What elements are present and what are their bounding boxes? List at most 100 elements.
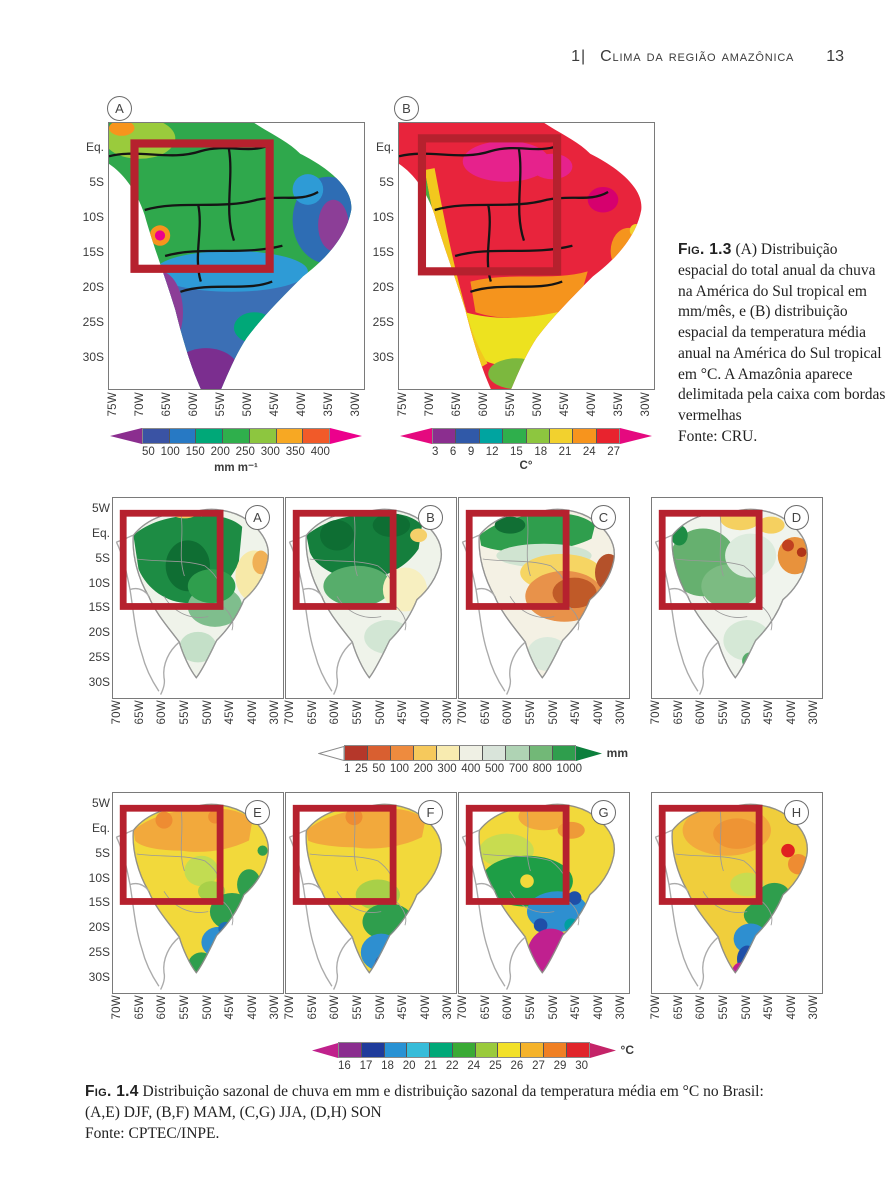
y-tick-label: 20S [372,280,394,294]
colorbar-segment [544,1043,567,1057]
rain-djf-svg [115,508,270,696]
temp-son-svg [654,803,809,991]
colorbar-segment [303,429,330,443]
fig14-caption-text: Distribuição sazonal de chuva em mm e di… [142,1083,764,1100]
colorbar-ticks: 3 6 9 12 15 18 21 24 27 [432,446,620,458]
x-tick-label: 60W [502,995,515,1020]
colorbar-tick: 150 [185,446,205,458]
fig14-caption: Fig. 1.4 Distribuição sazonal de chuva e… [85,1082,875,1144]
x-tick-label: 65W [451,392,464,417]
colorbar-tick: 400 [461,763,481,775]
x-tick-label: 65W [479,700,492,725]
colorbar-segment [498,1043,522,1057]
x-tick-label: 70W [457,995,469,1020]
colorbar-ticks: 50 100 150 200 250 300 350 400 [142,446,330,458]
x-tick-label: 65W [672,700,685,725]
colorbar-segments [344,745,576,761]
x-tick-label: 55W [717,995,730,1020]
x-tick-label: 70W [457,700,469,725]
colorbar-tick: 300 [437,763,457,775]
rain-jja-svg [461,508,616,696]
x-tick-label: 55W [351,700,364,725]
x-tick-label: 55W [717,700,730,725]
colorbar-tick: 18 [534,446,548,458]
x-tick-label: 40W [246,700,259,725]
y-tick-label: Eq. [91,820,110,835]
fig13-b-x-axis: 75W 70W 65W 60W 55W 50W 45W 40W 35W 30W [397,392,653,430]
colorbar-segment [521,1043,545,1057]
colorbar-segment [276,429,304,443]
x-tick-label: 65W [672,995,685,1020]
colorbar-segments [338,1042,590,1058]
colorbar-segment [552,746,575,760]
temp-jja-svg [461,803,616,991]
x-tick-label: 30W [269,995,282,1020]
colorbar-tick: 20 [402,1060,416,1072]
x-tick-label: 50W [374,995,387,1020]
fig14-celsius-colorbar: °C 16 17 18 20 21 22 24 25 26 27 29 30 [312,1042,634,1072]
colorbar-tick: 15 [510,446,523,458]
chapter-title: Clima da região amazônica [600,48,795,65]
fig14-a-x-axis: 70W 65W 60W 55W 50W 45W 40W 30W [111,700,282,736]
colorbar-segment [196,429,224,443]
colorbar-tick: 12 [485,446,499,458]
colorbar-unit: mm [606,746,628,760]
y-tick-label: 25S [372,315,394,329]
x-tick-label: 45W [570,995,583,1020]
colorbar-segment [452,1043,476,1057]
fig14-d-x-axis: 70W 65W 60W 55W 50W 45W 40W 30W [650,700,821,736]
y-tick-label: 5W [92,501,110,515]
x-tick-label: 40W [785,995,798,1020]
colorbar-tick: 18 [381,1060,394,1072]
x-tick-label: 30W [442,700,455,725]
fig14-source: Fonte: CPTEC/INPE. [85,1124,220,1142]
y-tick-label: 30S [372,350,394,364]
y-tick-label: 25S [88,945,110,960]
fig14-panel-g-badge: G [591,800,616,825]
x-tick-label: 50W [532,392,545,417]
x-tick-label: 55W [178,700,191,725]
colorbar-tick: 21 [558,446,572,458]
y-tick-label: 25S [82,315,104,329]
y-tick-label: 5S [89,175,104,189]
colorbar-segment [223,429,250,443]
fig14-panel-d-badge: D [784,505,809,530]
x-tick-label: 70W [111,995,123,1020]
x-tick-label: 60W [156,995,169,1020]
x-tick-label: 40W [592,700,605,725]
x-tick-label: 60W [478,392,491,417]
x-tick-label: 75W [107,392,119,417]
colorbar-tick: 9 [467,446,475,458]
amazon-box [119,509,224,610]
x-tick-label: 60W [329,995,342,1020]
fig13-a-y-axis: Eq. 5S 10S 15S 20S 25S 30S [64,122,104,388]
colorbar-segment [526,429,550,443]
fig13-source: Fonte: CRU. [678,427,758,445]
colorbar-right-arrow [589,1042,616,1058]
x-tick-label: 70W [424,392,437,417]
x-tick-label: 30W [269,700,282,725]
colorbar-tick: 27 [607,446,620,458]
y-tick-label: 20S [88,920,110,935]
y-tick-label: 15S [82,245,104,259]
x-tick-label: 70W [650,700,662,725]
colorbar-tick: 200 [413,763,433,775]
colorbar-segment [361,1043,385,1057]
y-tick-label: 15S [372,245,394,259]
precipitation-map-svg [109,123,352,389]
colorbar-segment [407,1043,431,1057]
colorbar-tick: 22 [445,1060,459,1072]
y-tick-label: 10S [88,575,110,590]
fig14-map-rain-djf [112,497,284,699]
x-tick-label: 70W [284,700,296,725]
x-tick-label: 65W [479,995,492,1020]
y-tick-label: Eq. [85,140,104,154]
x-tick-label: 45W [559,392,572,417]
colorbar-segment [143,429,170,443]
colorbar-segment [503,429,527,443]
fig14-panel-a-badge: A [245,505,270,530]
x-tick-label: 45W [570,700,583,725]
colorbar-tick: 27 [532,1060,545,1072]
colorbar-segment [345,746,369,760]
